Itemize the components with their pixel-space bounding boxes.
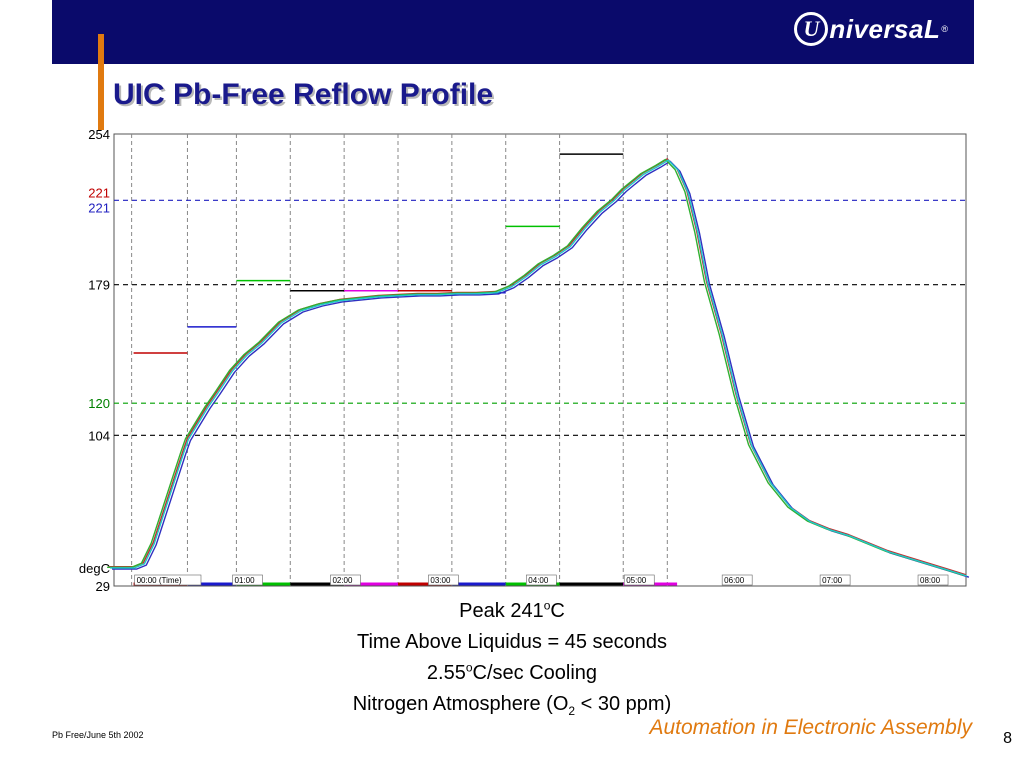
universal-logo: U niversaL ® bbox=[794, 12, 948, 46]
title-accent-bar bbox=[98, 34, 104, 130]
logo-registered-mark: ® bbox=[941, 24, 948, 34]
note-cooling-rate: 2.55oC/sec Cooling bbox=[426, 660, 598, 684]
y-tick-label: 254 bbox=[88, 127, 110, 142]
y-tick-label: 29 bbox=[96, 579, 110, 594]
x-tick-label: 06:00 bbox=[724, 576, 745, 585]
x-tick-box bbox=[623, 574, 655, 586]
temperature-series-line bbox=[110, 159, 968, 577]
footer-date: Pb Free/June 5th 2002 bbox=[52, 730, 144, 740]
x-tick-box bbox=[917, 574, 949, 586]
x-tick-label: 04:00 bbox=[528, 576, 549, 585]
x-tick-box bbox=[134, 574, 202, 586]
y-tick-label: 179 bbox=[88, 278, 110, 293]
x-tick-box bbox=[721, 574, 753, 586]
y-tick-label: 104 bbox=[88, 428, 110, 443]
note-peak: Peak 241oC bbox=[459, 598, 565, 622]
note-atmosphere: Nitrogen Atmosphere (O2 < 30 ppm) bbox=[352, 693, 672, 718]
profile-notes: Peak 241oC Time Above Liquidus = 45 seco… bbox=[262, 596, 762, 720]
x-tick-box bbox=[330, 574, 361, 586]
note-time-above-liquidus: Time Above Liquidus = 45 seconds bbox=[356, 631, 667, 653]
x-tick-box bbox=[232, 574, 263, 586]
x-tick-label: 05:00 bbox=[626, 576, 647, 585]
page-number: 8 bbox=[1003, 730, 1012, 747]
x-tick-box bbox=[428, 574, 459, 586]
logo-mark-letter: U bbox=[803, 16, 820, 41]
y-axis-label: degC bbox=[79, 561, 110, 576]
x-tick-box bbox=[526, 574, 557, 586]
y-tick-label: 221 bbox=[88, 185, 110, 200]
footer-tagline: Automation in Electronic Assembly bbox=[649, 716, 972, 739]
x-tick-label: 07:00 bbox=[822, 576, 843, 585]
x-tick-box bbox=[819, 574, 851, 586]
y-tick-label: 221 bbox=[88, 200, 110, 215]
temperature-series-line bbox=[107, 158, 965, 577]
temperature-series-line bbox=[112, 160, 970, 578]
slide-title: UIC Pb-Free Reflow Profile bbox=[113, 78, 494, 111]
x-tick-label: 00:00 (Time) bbox=[137, 576, 182, 585]
logo-mark: U bbox=[794, 12, 829, 46]
logo-wordmark: niversaL bbox=[829, 13, 941, 44]
x-tick-label: 02:00 bbox=[332, 576, 353, 585]
x-tick-label: 08:00 bbox=[920, 576, 941, 585]
x-tick-label: 01:00 bbox=[235, 576, 256, 585]
x-tick-label: 03:00 bbox=[430, 576, 451, 585]
y-tick-label: 120 bbox=[88, 396, 110, 411]
header-banner: U niversaL ® bbox=[52, 0, 974, 64]
plot-area bbox=[113, 133, 967, 587]
